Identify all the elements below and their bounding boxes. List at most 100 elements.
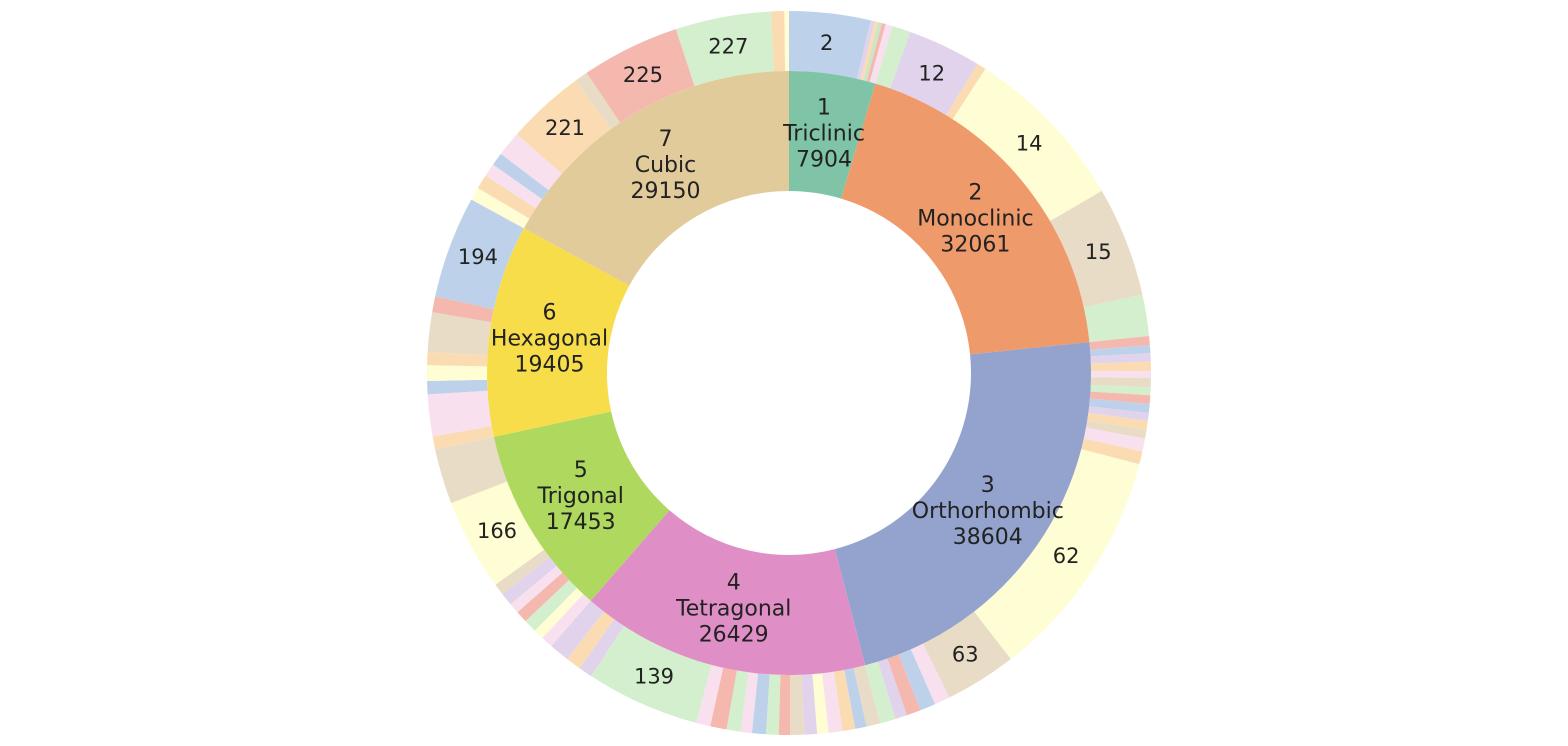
crystal-system-label-trigonal: 5 Trigonal 17453 — [537, 458, 624, 535]
space-group-slice — [1083, 294, 1150, 343]
space-group-slice — [427, 351, 488, 367]
crystal-system-slice-monoclinic — [841, 83, 1090, 355]
crystal-system-slice-orthorhombic — [834, 342, 1092, 666]
crystal-system-label-tetragonal: 4 Tetragonal 26429 — [675, 570, 791, 647]
space-group-slice — [853, 665, 881, 727]
crystal-system-slice-cubic — [523, 71, 789, 286]
space-group-label-139: 139 — [634, 664, 674, 688]
space-group-slice — [726, 670, 749, 732]
space-group-slice — [575, 72, 621, 129]
space-group-slice — [771, 11, 786, 72]
space-group-slice — [765, 674, 781, 735]
crystal-system-slice-trigonal — [493, 411, 670, 601]
inner-ring — [486, 71, 1092, 675]
crystal-system-label-orthorhombic: 3 Orthorhombic 38604 — [912, 473, 1064, 550]
space-group-slice — [1090, 370, 1151, 379]
space-group-slice — [1087, 412, 1148, 431]
space-group-slice — [493, 153, 549, 200]
space-group-slice — [502, 557, 557, 605]
space-group-slice — [922, 611, 1011, 698]
space-group-slice — [427, 390, 492, 437]
space-group-slice — [471, 187, 530, 229]
space-group-slice — [427, 379, 488, 395]
space-group-slice — [1086, 420, 1147, 439]
crystal-system-label-monoclinic: 2 Monoclinic 32061 — [917, 180, 1033, 257]
space-group-slice — [1090, 361, 1151, 372]
space-group-slice — [1088, 406, 1149, 421]
outer-ring — [427, 11, 1151, 736]
space-group-slice — [1083, 427, 1146, 452]
space-group-label-15: 15 — [1085, 240, 1112, 264]
space-group-slice — [586, 29, 695, 123]
space-group-slice — [567, 611, 615, 669]
space-group-slice — [477, 175, 536, 219]
space-group-slice — [1090, 377, 1151, 388]
inner-ring-labels: 1 Triclinic 7904 2 Monoclinic 32061 3 Orthorhom… — [491, 95, 1064, 647]
crystal-system-label-triclinic: 1 Triclinic 7904 — [782, 95, 865, 172]
space-group-slice — [863, 22, 883, 82]
space-group-slice — [591, 625, 712, 723]
space-group-slice — [860, 21, 879, 81]
space-group-slice — [432, 296, 494, 323]
space-group-slice — [887, 654, 921, 716]
space-group-slice — [427, 312, 492, 356]
space-group-slice — [1081, 438, 1143, 465]
space-group-slice — [1090, 353, 1151, 364]
space-group-label-166: 166 — [477, 519, 517, 543]
space-group-slice — [751, 673, 770, 735]
space-group-slice — [790, 674, 805, 735]
space-group-slice — [485, 164, 543, 209]
space-group-slice — [551, 600, 604, 660]
space-group-slice — [866, 23, 886, 82]
space-group-slice — [784, 11, 789, 72]
space-group-slice — [1089, 391, 1151, 404]
space-group-slice — [875, 26, 911, 89]
space-group-label-221: 221 — [545, 116, 585, 140]
space-group-slice — [696, 664, 724, 727]
space-group-slice — [451, 481, 545, 585]
space-group-slice — [500, 134, 562, 191]
crystal-system-label-cubic: 7 Cubic 29150 — [631, 126, 701, 203]
space-group-slice — [844, 667, 867, 729]
space-group-label-12: 12 — [918, 61, 945, 85]
space-group-slice — [910, 643, 950, 705]
space-group-slice — [1089, 336, 1150, 350]
space-group-label-227: 227 — [708, 35, 748, 59]
space-group-slice — [516, 80, 612, 174]
crystal-system-label-hexagonal: 6 Hexagonal 19405 — [491, 300, 608, 377]
space-group-slice — [812, 673, 829, 734]
space-group-slice — [857, 20, 875, 80]
space-group-slice — [789, 11, 871, 79]
space-group-slice — [542, 594, 591, 647]
space-group-label-63: 63 — [952, 642, 979, 666]
space-group-slice — [525, 580, 577, 631]
space-group-slice — [952, 68, 1102, 222]
space-group-slice — [435, 199, 524, 310]
space-group-label-2: 2 — [820, 31, 833, 55]
space-group-slice — [710, 667, 737, 730]
space-group-slice — [517, 572, 570, 622]
space-group-slice — [740, 672, 759, 734]
space-group-slice — [1090, 345, 1151, 357]
crystal-system-slice-tetragonal — [590, 510, 866, 675]
space-group-slice — [974, 449, 1140, 660]
space-group-label-14: 14 — [1016, 132, 1043, 156]
crystal-system-slice-triclinic — [789, 71, 876, 199]
space-group-slice — [1050, 190, 1143, 308]
space-group-label-225: 225 — [623, 63, 663, 87]
space-group-slice — [579, 619, 624, 677]
crystal-system-slice-hexagonal — [486, 228, 630, 437]
space-group-slice — [869, 24, 893, 84]
space-group-slice — [427, 365, 488, 382]
space-group-slice — [510, 565, 563, 613]
space-group-slice — [865, 661, 896, 724]
space-group-slice — [1090, 385, 1151, 396]
space-group-slice — [833, 669, 856, 732]
space-group-slice — [435, 436, 508, 504]
space-group-slice — [946, 63, 986, 120]
space-group-label-194: 194 — [458, 245, 498, 269]
space-group-label-62: 62 — [1053, 544, 1080, 568]
space-group-slice — [822, 671, 843, 733]
space-group-slice — [801, 674, 818, 735]
